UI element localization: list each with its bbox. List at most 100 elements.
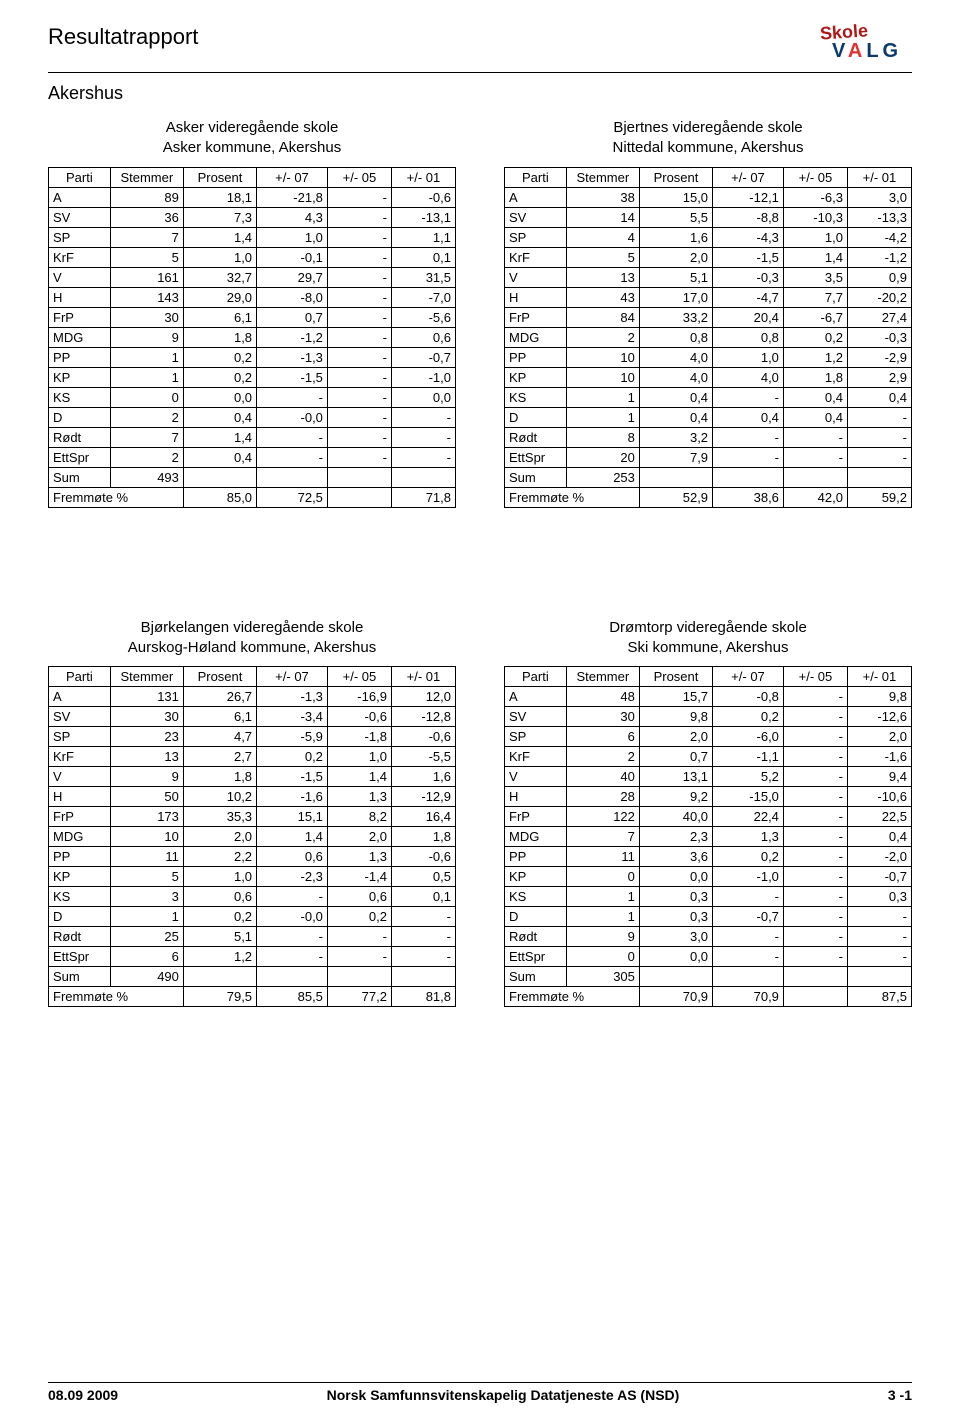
party-cell: KS bbox=[49, 387, 111, 407]
footer-pagenum: 3 -1 bbox=[888, 1387, 912, 1403]
value-cell: - bbox=[783, 447, 847, 467]
value-cell: 2,0 bbox=[847, 727, 911, 747]
value-cell: - bbox=[783, 727, 847, 747]
sum-empty bbox=[639, 967, 712, 987]
value-cell: -13,3 bbox=[847, 207, 911, 227]
value-cell: 9 bbox=[110, 767, 183, 787]
value-cell: -1,6 bbox=[847, 747, 911, 767]
party-cell: PP bbox=[49, 347, 111, 367]
value-cell: 84 bbox=[566, 307, 639, 327]
col-header: Stemmer bbox=[110, 667, 183, 687]
table-row: H289,2-15,0--10,6 bbox=[505, 787, 912, 807]
value-cell: - bbox=[327, 227, 391, 247]
value-cell: 13 bbox=[566, 267, 639, 287]
party-cell: EttSpr bbox=[49, 447, 111, 467]
fremmote-value: 77,2 bbox=[327, 987, 391, 1007]
party-cell: Rødt bbox=[49, 427, 111, 447]
value-cell: - bbox=[391, 427, 455, 447]
table-row: EttSpr20,4--- bbox=[49, 447, 456, 467]
sum-value: 253 bbox=[566, 467, 639, 487]
value-cell: 38 bbox=[566, 187, 639, 207]
table-header-row: PartiStemmerProsent+/- 07+/- 05+/- 01 bbox=[49, 667, 456, 687]
table-row: KS30,6-0,60,1 bbox=[49, 887, 456, 907]
value-cell: 9 bbox=[566, 927, 639, 947]
col-header: +/- 07 bbox=[257, 667, 328, 687]
value-cell: 30 bbox=[110, 307, 183, 327]
col-header: Parti bbox=[505, 667, 567, 687]
value-cell: 0,4 bbox=[783, 407, 847, 427]
value-cell: 5,2 bbox=[713, 767, 784, 787]
party-cell: SV bbox=[505, 707, 567, 727]
table-row: MDG102,01,42,01,8 bbox=[49, 827, 456, 847]
col-header: Prosent bbox=[639, 167, 712, 187]
value-cell: - bbox=[783, 687, 847, 707]
value-cell: 0,0 bbox=[183, 387, 256, 407]
party-cell: V bbox=[49, 267, 111, 287]
value-cell: 4,3 bbox=[257, 207, 328, 227]
value-cell: 18,1 bbox=[183, 187, 256, 207]
footer-org: Norsk Samfunnsvitenskapelig Datatjeneste… bbox=[327, 1387, 680, 1403]
value-cell: 14 bbox=[566, 207, 639, 227]
value-cell: - bbox=[847, 947, 911, 967]
fremmote-value: 87,5 bbox=[847, 987, 911, 1007]
header: Resultatrapport Skole VALG bbox=[48, 24, 912, 68]
kommune-name: Aurskog-Høland kommune, Akershus bbox=[48, 638, 456, 658]
value-cell: 7,9 bbox=[639, 447, 712, 467]
party-cell: H bbox=[49, 287, 111, 307]
value-cell: -16,9 bbox=[327, 687, 391, 707]
value-cell: 3,0 bbox=[639, 927, 712, 947]
value-cell: 17,0 bbox=[639, 287, 712, 307]
school-name: Bjertnes videregående skole bbox=[504, 118, 912, 138]
value-cell: - bbox=[783, 767, 847, 787]
value-cell: 9,4 bbox=[847, 767, 911, 787]
sum-empty bbox=[847, 467, 911, 487]
fremmote-value bbox=[327, 487, 391, 507]
value-cell: 8 bbox=[566, 427, 639, 447]
value-cell: -0,7 bbox=[391, 347, 455, 367]
sum-empty bbox=[783, 467, 847, 487]
value-cell: 48 bbox=[566, 687, 639, 707]
value-cell: 5,1 bbox=[639, 267, 712, 287]
col-header: Prosent bbox=[639, 667, 712, 687]
col-header: +/- 05 bbox=[783, 667, 847, 687]
party-cell: D bbox=[49, 907, 111, 927]
value-cell: 1,6 bbox=[639, 227, 712, 247]
school-name: Drømtorp videregående skole bbox=[504, 618, 912, 638]
value-cell: 1,8 bbox=[183, 767, 256, 787]
fremmote-value: 38,6 bbox=[713, 487, 784, 507]
sum-empty bbox=[847, 967, 911, 987]
sum-empty bbox=[713, 467, 784, 487]
sum-empty bbox=[713, 967, 784, 987]
table-row: A13126,7-1,3-16,912,0 bbox=[49, 687, 456, 707]
value-cell: -0,1 bbox=[257, 247, 328, 267]
fremmote-value: 52,9 bbox=[639, 487, 712, 507]
table-row: V16132,729,7-31,5 bbox=[49, 267, 456, 287]
sum-label: Sum bbox=[49, 467, 111, 487]
value-cell: 0,6 bbox=[183, 887, 256, 907]
party-cell: EttSpr bbox=[505, 947, 567, 967]
sum-value: 490 bbox=[110, 967, 183, 987]
value-cell: 5,1 bbox=[183, 927, 256, 947]
value-cell: 0,6 bbox=[391, 327, 455, 347]
value-cell: 143 bbox=[110, 287, 183, 307]
value-cell: 40 bbox=[566, 767, 639, 787]
value-cell: -6,3 bbox=[783, 187, 847, 207]
value-cell: - bbox=[847, 907, 911, 927]
table-row: PP104,01,01,2-2,9 bbox=[505, 347, 912, 367]
value-cell: 0,0 bbox=[639, 947, 712, 967]
value-cell: 4 bbox=[566, 227, 639, 247]
fremmote-value: 59,2 bbox=[847, 487, 911, 507]
value-cell: - bbox=[783, 927, 847, 947]
value-cell: -0,3 bbox=[713, 267, 784, 287]
value-cell: 4,0 bbox=[639, 347, 712, 367]
value-cell: 32,7 bbox=[183, 267, 256, 287]
value-cell: -0,6 bbox=[391, 727, 455, 747]
col-header: +/- 07 bbox=[713, 167, 784, 187]
table-row: KS10,3--0,3 bbox=[505, 887, 912, 907]
value-cell: 13,1 bbox=[639, 767, 712, 787]
value-cell: 43 bbox=[566, 287, 639, 307]
value-cell: 0,4 bbox=[639, 387, 712, 407]
value-cell: - bbox=[327, 287, 391, 307]
value-cell: 173 bbox=[110, 807, 183, 827]
value-cell: -12,8 bbox=[391, 707, 455, 727]
